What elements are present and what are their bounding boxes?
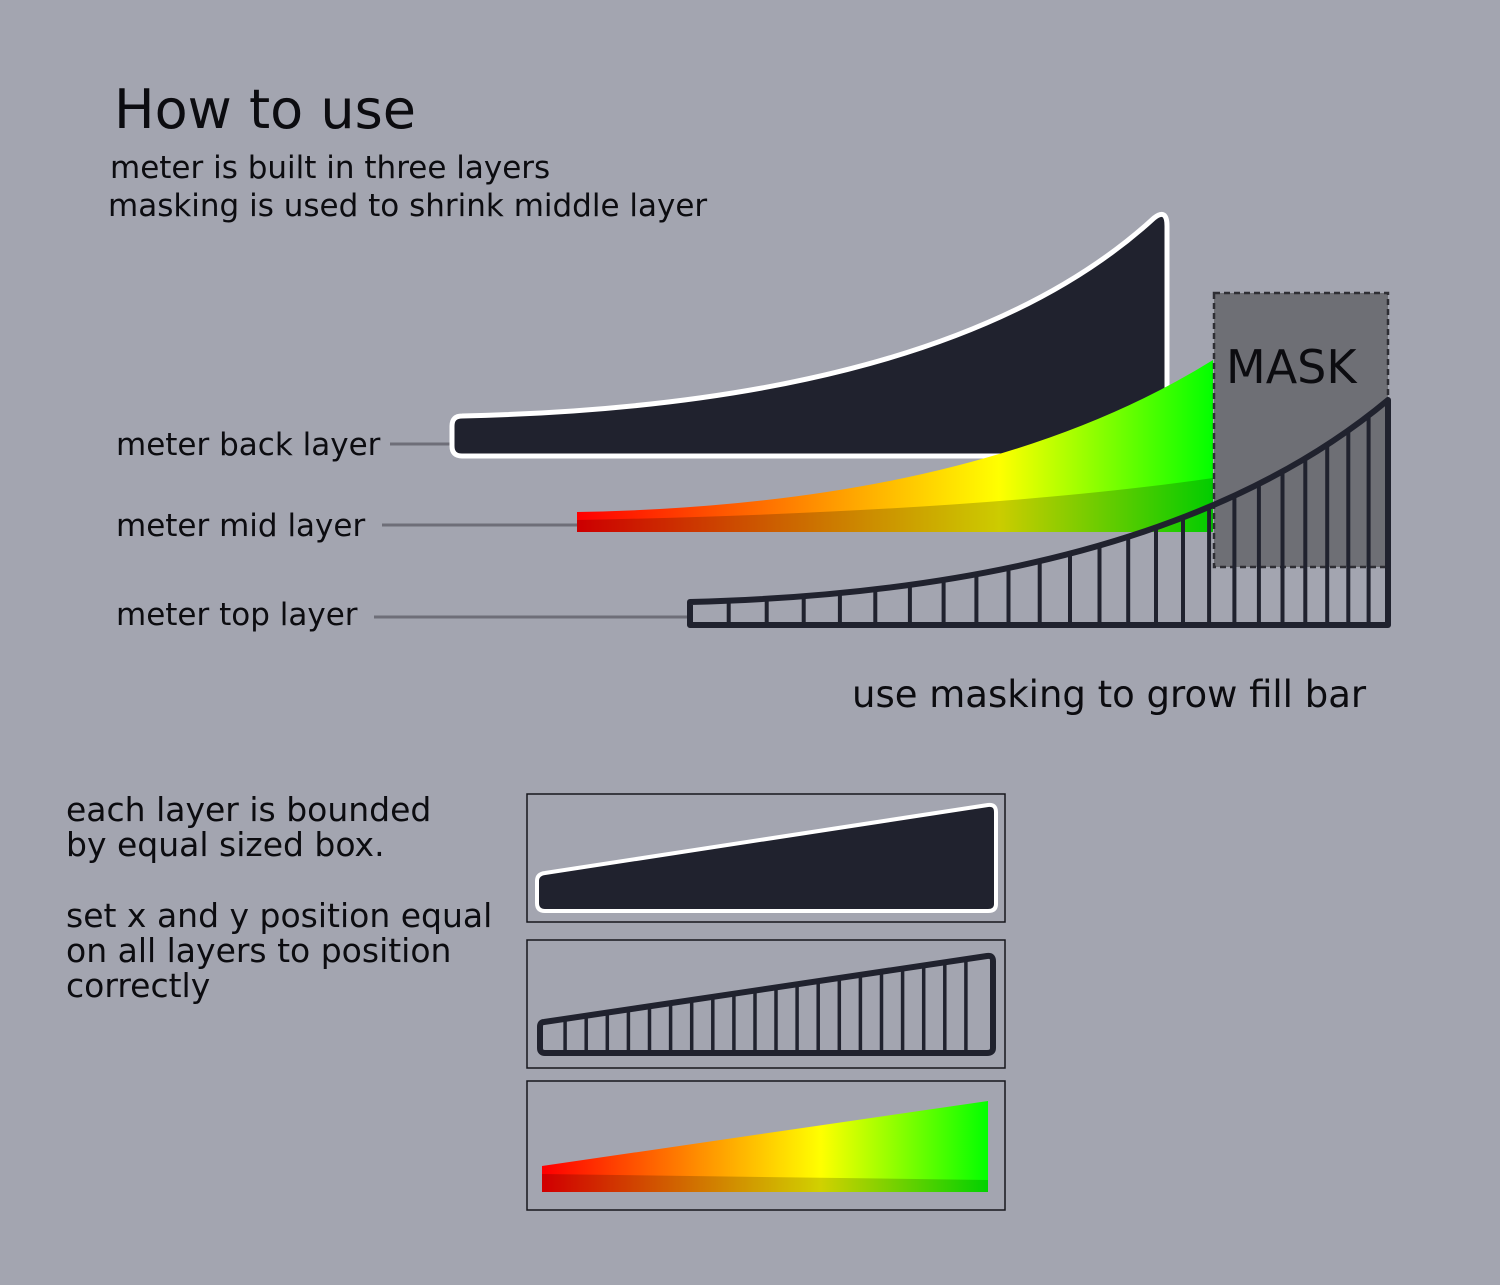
position-note-line-3: correctly bbox=[66, 966, 211, 1005]
intro-line-2: masking is used to shrink middle layer bbox=[108, 188, 708, 224]
bounding-note-line-1: each layer is bounded bbox=[66, 790, 432, 829]
mask-box bbox=[1212, 291, 1390, 569]
bounding-note: each layer is bounded by equal sized box… bbox=[66, 792, 431, 862]
intro-line-1: meter is built in three layers bbox=[110, 150, 551, 186]
grow-caption: use masking to grow fill bar bbox=[852, 673, 1367, 716]
label-back-layer: meter back layer bbox=[116, 427, 381, 463]
page-title: How to use bbox=[114, 78, 416, 141]
position-note: set x and y position equal on all layers… bbox=[66, 898, 492, 1003]
mask-label: MASK bbox=[1226, 340, 1357, 394]
bounding-note-line-2: by equal sized box. bbox=[66, 825, 385, 864]
position-note-line-2: on all layers to position bbox=[66, 931, 452, 970]
label-mid-layer: meter mid layer bbox=[116, 508, 366, 544]
bounded-box-top bbox=[526, 939, 1006, 1069]
meter-mid-layer bbox=[577, 360, 1213, 532]
meter-top-layer bbox=[687, 397, 1391, 628]
label-top-layer: meter top layer bbox=[116, 597, 358, 633]
bounded-box-mid bbox=[526, 1080, 1006, 1211]
meter-back-layer bbox=[449, 211, 1170, 459]
position-note-line-1: set x and y position equal bbox=[66, 896, 493, 935]
bounded-box-back bbox=[526, 793, 1006, 923]
